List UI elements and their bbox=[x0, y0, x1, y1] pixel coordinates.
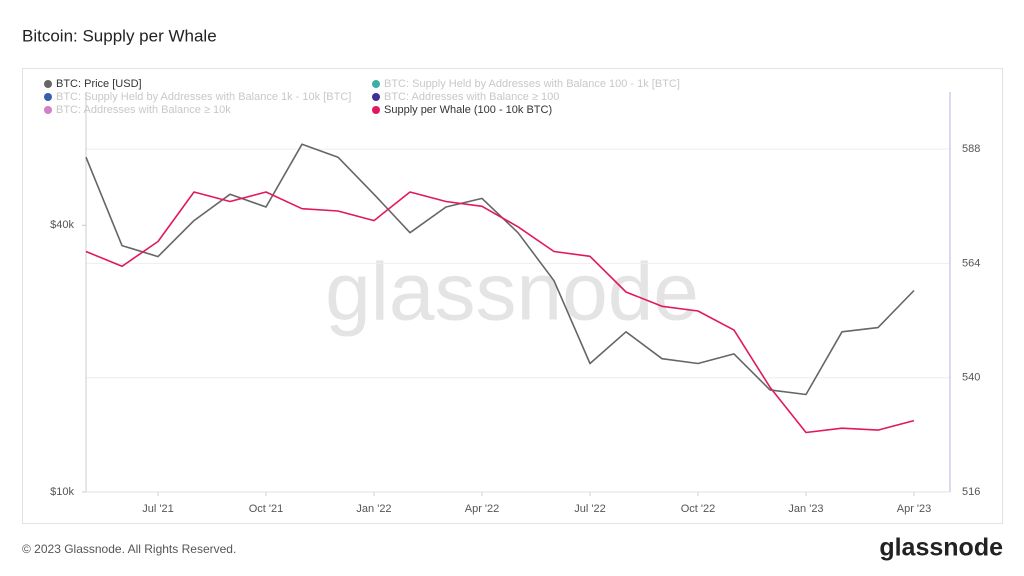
x-tick-label: Jul '21 bbox=[142, 503, 173, 515]
x-tick-label: Jan '23 bbox=[788, 503, 823, 515]
y-tick-label: $10k bbox=[50, 486, 74, 498]
x-tick-label: Jul '22 bbox=[574, 503, 605, 515]
legend-swatch[interactable] bbox=[44, 106, 52, 114]
chart-title: Bitcoin: Supply per Whale bbox=[22, 26, 217, 45]
y2-tick-label: 588 bbox=[962, 143, 980, 155]
x-tick-label: Jan '22 bbox=[356, 503, 391, 515]
y2-tick-label: 564 bbox=[962, 257, 980, 269]
x-tick-label: Oct '21 bbox=[249, 503, 284, 515]
legend-label[interactable]: BTC: Supply Held by Addresses with Balan… bbox=[56, 91, 351, 103]
legend-label[interactable]: BTC: Addresses with Balance ≥ 10k bbox=[56, 104, 231, 116]
legend-swatch[interactable] bbox=[44, 80, 52, 88]
y-tick-label: $40k bbox=[50, 219, 74, 231]
legend-label[interactable]: BTC: Price [USD] bbox=[56, 78, 142, 90]
legend-swatch[interactable] bbox=[372, 93, 380, 101]
legend-label[interactable]: BTC: Supply Held by Addresses with Balan… bbox=[384, 78, 680, 90]
legend-swatch[interactable] bbox=[372, 106, 380, 114]
legend-label[interactable]: Supply per Whale (100 - 10k BTC) bbox=[384, 104, 552, 116]
x-tick-label: Apr '22 bbox=[465, 503, 500, 515]
x-tick-label: Apr '23 bbox=[897, 503, 932, 515]
series-line bbox=[85, 143, 915, 396]
series-line bbox=[85, 191, 915, 434]
y2-tick-label: 540 bbox=[962, 372, 980, 384]
legend-swatch[interactable] bbox=[372, 80, 380, 88]
legend-label[interactable]: BTC: Addresses with Balance ≥ 100 bbox=[384, 91, 559, 103]
chart-frame bbox=[22, 68, 1003, 524]
x-tick-label: Oct '22 bbox=[681, 503, 716, 515]
watermark: glassnode bbox=[325, 247, 699, 338]
brand-logo: glassnode bbox=[879, 534, 1003, 562]
footer: © 2023 Glassnode. All Rights Reserved. bbox=[22, 542, 236, 556]
y2-tick-label: 516 bbox=[962, 486, 980, 498]
legend-swatch[interactable] bbox=[44, 93, 52, 101]
